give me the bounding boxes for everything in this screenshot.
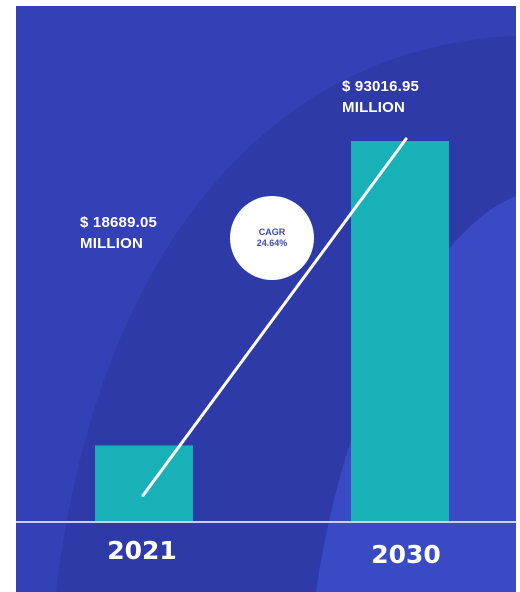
bar-value-unit: MILLION [342,99,406,116]
market-size-chart: $ 18689.05 MILLION $ 93016.95 MILLION CA… [16,6,516,592]
cagr-label: CAGR [258,227,286,237]
bar-value-label-2030: $ 93016.95 MILLION [342,76,419,118]
bars-layer [95,141,449,522]
cagr-value: 24.64% [256,238,288,248]
cagr-badge: CAGR 24.64% [230,196,314,280]
chart-canvas [16,6,516,592]
bar-value-label-2021: $ 18689.05 MILLION [80,212,157,254]
bar-value-amount: $ 93016.95 [342,78,420,95]
bar-value-unit: MILLION [80,235,144,252]
x-tick-label-2021: 2021 [107,536,177,565]
trend-line [141,137,408,497]
bar-value-amount: $ 18689.05 [80,214,158,231]
x-tick-label-2030: 2030 [371,540,441,569]
bar-2021 [95,445,193,522]
bar-2030 [351,141,449,522]
